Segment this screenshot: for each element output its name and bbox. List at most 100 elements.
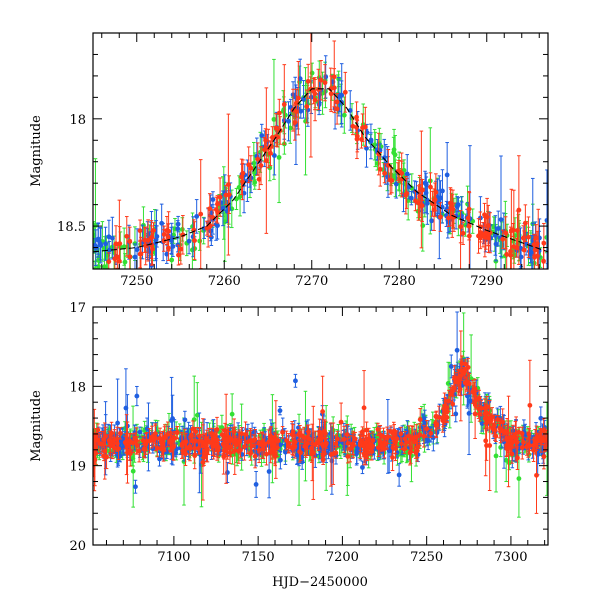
data-point-red [318,59,324,101]
x-tick-label: 7100 [157,550,190,565]
top-data-points [93,33,548,269]
data-point-red [391,424,397,439]
data-point-red [527,359,533,451]
data-point-green [234,187,239,211]
data-point-red [417,174,423,219]
data-point-red [309,444,315,463]
data-point-red [333,447,339,459]
data-point-red [165,421,171,448]
data-point-blue [175,215,181,233]
data-point-red [304,89,310,124]
data-point-red [256,168,262,190]
data-point-red [358,434,363,451]
data-point-red [520,225,526,251]
data-point-blue [368,132,374,148]
data-point-red [450,189,456,229]
bottom-tick-labels: 7100 7150 7200 7250 7300 17 18 19 20 [69,301,527,565]
data-point-blue [396,463,402,487]
data-point-red [116,199,122,269]
data-point-red [162,424,168,452]
data-point-green [470,208,476,234]
data-point-red [448,187,453,220]
data-point-red [198,159,204,269]
data-point-red [484,197,490,237]
data-point-blue [220,190,226,227]
data-point-red [361,370,367,446]
data-point-green [341,96,347,134]
data-point-blue [453,405,459,423]
data-point-red [460,221,466,246]
data-point-red [222,422,228,438]
top-tick-labels: 7250 7260 7270 7280 7290 18 18.5 [57,113,503,289]
data-point-red [252,428,258,451]
bottom-data-points [93,311,548,518]
data-point-red [390,443,395,472]
model-curve [92,88,549,253]
x-tick-label: 7280 [383,274,416,289]
data-point-blue [429,210,435,231]
data-point-red [264,442,269,466]
data-point-red [271,442,277,456]
data-point-red [341,425,347,453]
data-point-red [497,417,503,439]
bottom-panel: 7100 7150 7200 7250 7300 17 18 19 20 Magnitude H… [29,301,549,590]
data-point-red [473,390,479,409]
data-point-red [289,421,295,449]
data-point-red [176,244,181,266]
data-point-blue [444,142,450,208]
data-point-red [484,395,490,418]
data-point-red [424,419,430,438]
data-point-red [192,221,197,260]
data-point-red [375,422,381,437]
data-point-blue [479,415,485,432]
data-point-red [134,436,140,455]
data-point-red [183,432,189,451]
top-plot-frame [92,32,549,270]
data-point-blue [448,354,454,379]
data-point-red [193,426,199,437]
data-point-red [200,418,206,467]
x-tick-label: 7260 [208,274,241,289]
y-tick-label: 18 [69,380,86,395]
data-point-red [440,407,446,428]
data-point-red [104,445,109,470]
data-point-blue [423,172,429,213]
data-point-red [117,427,123,440]
data-point-red [222,437,227,455]
data-point-red [433,173,439,212]
data-point-red [123,432,129,454]
data-point-red [297,425,303,441]
data-point-red [259,431,265,459]
data-point-red [240,163,245,201]
x-tick-label: 7150 [242,550,275,565]
data-point-red [354,119,360,160]
data-point-red [106,252,112,269]
data-point-red [127,226,133,257]
data-point-red [526,216,531,258]
data-point-red [541,418,547,444]
data-point-blue [408,190,414,206]
data-point-red [541,222,547,264]
data-point-red [350,117,356,136]
top-y-axis-label: Magnitude [29,115,44,187]
data-point-red [311,77,316,105]
data-point-blue [98,227,104,264]
data-point-red [169,431,175,450]
data-point-blue [301,80,306,119]
data-point-red [212,428,218,444]
bottom-axis-ticks [93,306,548,546]
data-point-red [154,439,160,458]
data-point-red [124,216,130,257]
data-point-red [273,400,279,479]
data-point-red [178,233,184,265]
data-point-red [319,434,325,454]
data-point-blue [393,169,399,199]
data-point-red [331,40,337,114]
data-point-red [248,445,254,461]
data-point-blue [134,385,140,407]
data-point-blue [293,373,298,388]
data-point-red [147,428,152,454]
data-point-blue [194,199,200,234]
y-tick-label: 18.5 [57,220,86,235]
data-point-red [534,436,539,514]
